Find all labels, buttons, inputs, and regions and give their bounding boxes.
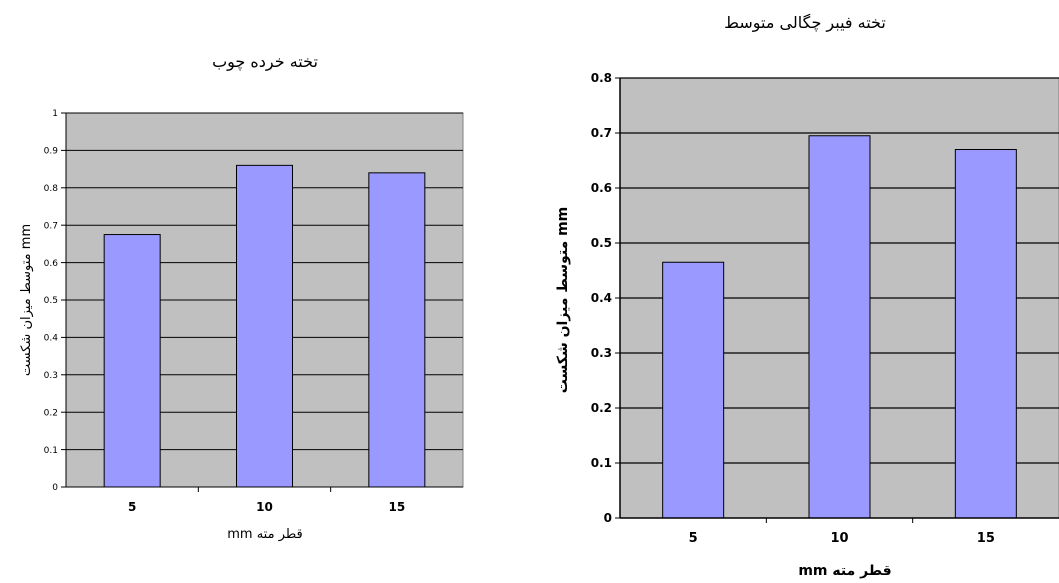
- y-tick-label: 0.2: [591, 401, 612, 415]
- bar-5: [103, 234, 161, 488]
- y-tick-label: 0.7: [591, 126, 612, 140]
- y-tick-label: 0.4: [44, 334, 59, 344]
- bars: [662, 135, 1017, 519]
- y-tick-label: 0.4: [591, 291, 612, 305]
- x-axis-label: قطر مته mm: [798, 563, 891, 579]
- y-tick-label: 0: [604, 511, 612, 525]
- y-tick-label: 0.2: [44, 408, 58, 418]
- y-axis-label: mm متوسط میزان شکست: [555, 207, 571, 394]
- y-tick-label: 0.6: [591, 181, 612, 195]
- y-tick-label: 0.3: [44, 371, 58, 381]
- y-tick-label: 0.5: [44, 296, 58, 306]
- y-tick-label: 0.7: [44, 221, 58, 231]
- x-axis-label: قطر مته mm: [227, 527, 303, 542]
- chart-particle-board: تخته خرده چوب 00.10.20.30.40.50.60.70.80…: [19, 52, 464, 542]
- y-tick-label: 0.3: [591, 346, 612, 360]
- x-tick-label: 5: [128, 500, 136, 514]
- x-tick-labels: 5 10 15: [128, 487, 405, 514]
- x-tick-label: 5: [689, 531, 698, 546]
- y-tick-label: 0.9: [44, 147, 59, 157]
- y-tick-label: 0.1: [591, 456, 612, 470]
- x-tick-label: 10: [830, 531, 848, 546]
- x-tick-label: 15: [977, 531, 995, 546]
- chart-mdf: تخته فیبر چگالی متوسط 0 0.1 0.2 0.3 0.4 0.5 0.…: [555, 13, 1059, 579]
- x-tick-label: 15: [388, 500, 405, 514]
- bar-10: [808, 135, 871, 519]
- y-tick-label: 0.1: [44, 446, 58, 456]
- y-tick-label: 0.6: [44, 259, 59, 269]
- y-tick-label: 1: [52, 109, 58, 119]
- y-tick-label: 0.8: [591, 71, 612, 85]
- x-tick-labels: 5 10 15: [689, 518, 995, 546]
- y-tick-label: 0.8: [44, 184, 59, 194]
- y-tick-labels: 0 0.1 0.2 0.3 0.4 0.5 0.6 0.7 0.8 0.9 1: [44, 109, 66, 493]
- y-tick-label: 0: [52, 483, 58, 493]
- chart-title: تخته خرده چوب: [212, 52, 318, 72]
- bar-5: [662, 261, 725, 519]
- y-axis-label: mm متوسط میزان شکست: [19, 224, 34, 376]
- x-tick-label: 10: [256, 500, 273, 514]
- chart-title: تخته فیبر چگالی متوسط: [724, 13, 886, 33]
- bar-15: [368, 172, 426, 488]
- y-tick-label: 0.5: [591, 236, 612, 250]
- y-tick-labels: 0 0.1 0.2 0.3 0.4 0.5 0.6 0.7 0.8: [591, 71, 620, 525]
- bar-15: [954, 149, 1017, 519]
- bar-10: [236, 164, 293, 488]
